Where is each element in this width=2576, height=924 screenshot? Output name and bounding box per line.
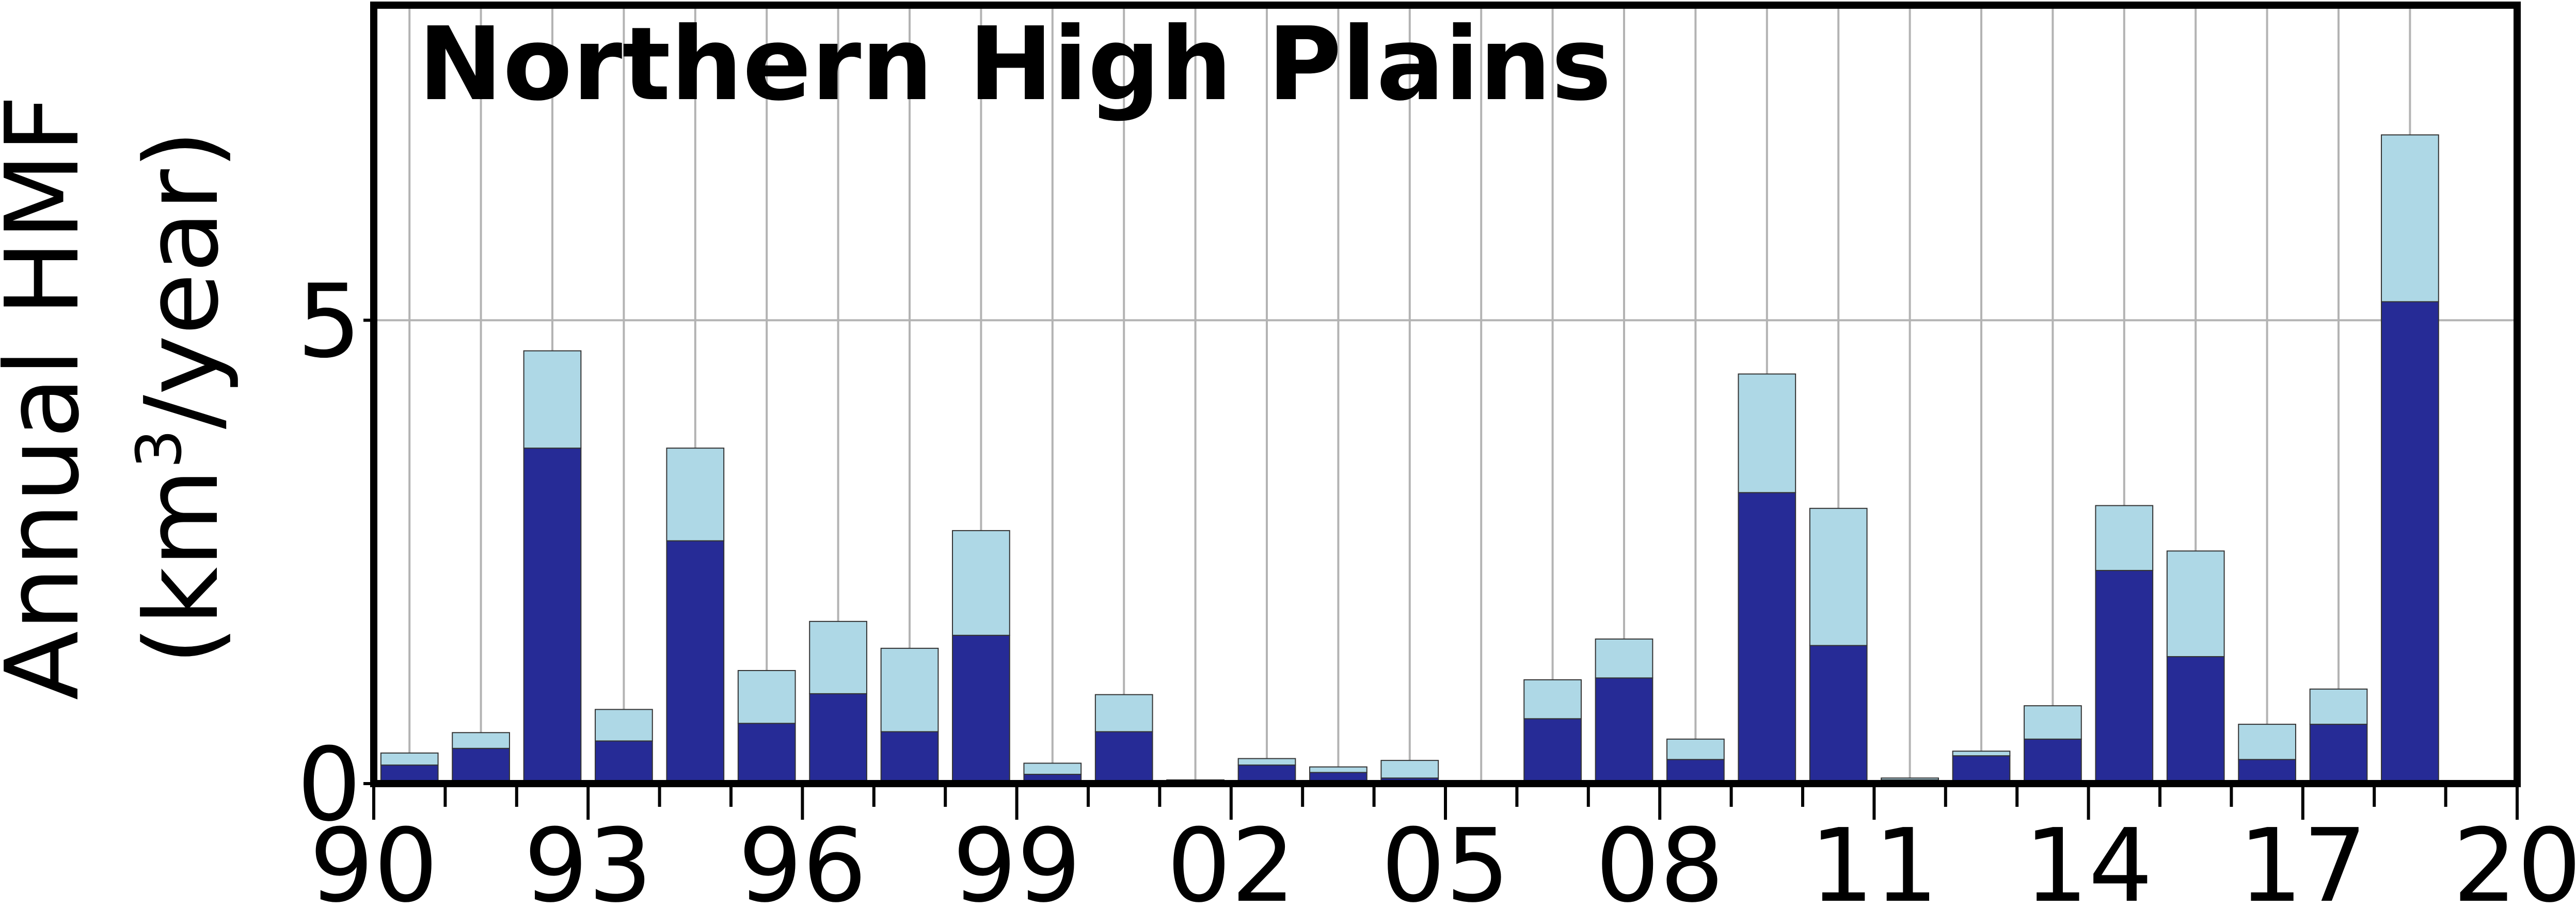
bar bbox=[880, 647, 939, 732]
bar bbox=[880, 731, 939, 785]
y-axis-label-unit-post: /year) bbox=[123, 130, 241, 429]
bar bbox=[1666, 738, 1725, 760]
bar bbox=[1666, 759, 1725, 785]
bar bbox=[1595, 677, 1653, 785]
bar bbox=[1380, 760, 1439, 779]
bar bbox=[1809, 507, 1868, 646]
bar bbox=[2238, 759, 2296, 785]
bar bbox=[2024, 738, 2082, 785]
y-tick-label: 0 bbox=[297, 726, 361, 844]
bar bbox=[1595, 638, 1653, 679]
bar bbox=[2166, 656, 2225, 784]
bar bbox=[1094, 731, 1153, 785]
y-axis-label-unit-sup: 3 bbox=[124, 429, 196, 468]
bar bbox=[2309, 688, 2368, 725]
x-tick-label: 08 bbox=[1595, 807, 1724, 924]
bar bbox=[1523, 718, 1582, 785]
bar bbox=[737, 723, 796, 785]
bar bbox=[809, 620, 867, 694]
x-tick-label: 96 bbox=[738, 807, 867, 924]
bar bbox=[2238, 724, 2296, 760]
bar bbox=[2309, 724, 2368, 784]
x-tick-label: 11 bbox=[1810, 807, 1938, 924]
bar bbox=[1523, 679, 1582, 720]
x-tick-label: 20 bbox=[2453, 807, 2576, 924]
bar bbox=[595, 709, 653, 742]
bar bbox=[809, 693, 867, 785]
y-axis-label-line2: (km3/year) bbox=[123, 130, 241, 665]
bar bbox=[1952, 751, 2011, 757]
y-axis-label-unit-pre: (km bbox=[123, 469, 241, 665]
bar bbox=[1023, 762, 1082, 775]
y-tick-label: 5 bbox=[297, 263, 361, 380]
bar bbox=[1738, 373, 1796, 493]
bar bbox=[952, 530, 1010, 636]
bar bbox=[523, 350, 582, 449]
bar bbox=[2381, 134, 2439, 302]
y-axis-label-line1: Annual HMF bbox=[0, 95, 102, 700]
bar bbox=[452, 732, 510, 749]
x-tick-label: 99 bbox=[952, 807, 1081, 924]
bar bbox=[2381, 301, 2439, 784]
bar bbox=[666, 540, 725, 784]
bar bbox=[380, 752, 439, 766]
x-tick-label: 02 bbox=[1167, 807, 1295, 924]
bar bbox=[1952, 755, 2011, 784]
bar bbox=[666, 448, 725, 541]
bar bbox=[595, 740, 653, 785]
bar bbox=[1309, 766, 1367, 773]
x-tick-label: 93 bbox=[523, 807, 652, 924]
x-tick-label: 05 bbox=[1381, 807, 1509, 924]
bar bbox=[737, 670, 796, 724]
bars bbox=[380, 134, 2439, 785]
bar bbox=[2095, 505, 2154, 571]
bar bbox=[1881, 777, 1939, 780]
x-tick-label: 14 bbox=[2024, 807, 2153, 924]
bar bbox=[952, 634, 1010, 785]
bar bbox=[2166, 550, 2225, 658]
bar bbox=[1809, 645, 1868, 784]
bar bbox=[452, 747, 510, 785]
chart-title: Northern High Plains bbox=[418, 6, 1612, 123]
x-tick-label: 17 bbox=[2238, 807, 2367, 924]
x-tick-label: 90 bbox=[309, 807, 438, 924]
bar bbox=[2024, 705, 2082, 740]
bar bbox=[1738, 492, 1796, 784]
bar bbox=[2095, 570, 2154, 784]
bar bbox=[1237, 758, 1296, 766]
bar bbox=[1094, 694, 1153, 732]
bar bbox=[523, 448, 582, 784]
